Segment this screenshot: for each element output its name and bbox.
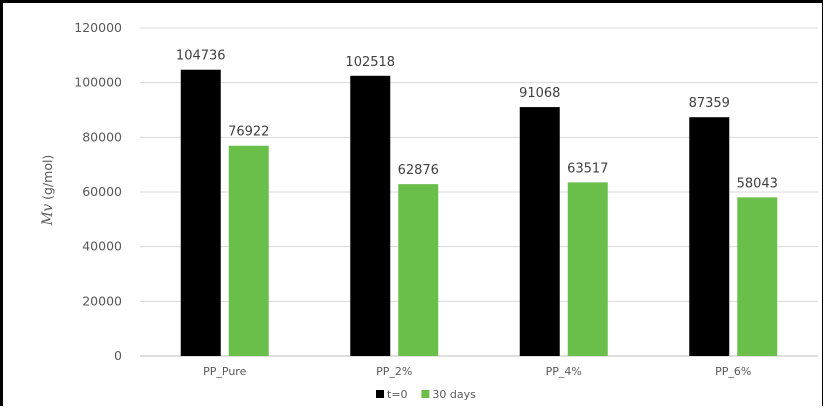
data-label: 63517: [567, 161, 608, 176]
legend-label: 30 days: [432, 388, 476, 401]
y-axis-label-unit: (g/mol): [40, 155, 55, 204]
bar: [567, 182, 608, 356]
y-tick-label: 100000: [74, 75, 122, 90]
data-label: 102518: [345, 55, 395, 70]
data-label: 87359: [689, 96, 730, 111]
data-label: 76922: [228, 125, 269, 140]
category-label: PP_Pure: [203, 365, 246, 378]
y-tick-label: 80000: [82, 129, 122, 144]
bars: [180, 69, 778, 357]
category-label: PP_6%: [715, 365, 751, 378]
y-tick-label: 40000: [82, 239, 122, 254]
legend: t=0 30 days: [376, 388, 476, 401]
category-labels: PP_Pure PP_2% PP_4% PP_6%: [203, 365, 751, 378]
category-label: PP_4%: [546, 365, 582, 378]
bar: [228, 145, 269, 356]
bar: [519, 107, 560, 356]
data-label: 91068: [519, 86, 560, 101]
data-label: 58043: [737, 176, 778, 191]
data-label: 62876: [398, 163, 439, 178]
bar: [180, 69, 221, 356]
bar: [350, 75, 391, 357]
bar: [689, 117, 730, 356]
y-axis-label: Mv (g/mol): [40, 155, 56, 227]
y-tick-label: 60000: [82, 184, 122, 199]
y-tick-label: 20000: [82, 293, 122, 308]
bar: [398, 184, 439, 356]
data-label: 104736: [176, 49, 226, 64]
y-axis-label-variable: Mv: [40, 203, 56, 226]
bar: [737, 197, 778, 356]
data-labels: 104736 76922 102518 62876 91068 63517 87359 580…: [176, 49, 778, 192]
legend-label: t=0: [387, 388, 408, 401]
legend-swatch: [421, 390, 430, 398]
y-tick-label: 0: [114, 348, 122, 363]
category-label: PP_2%: [376, 365, 412, 378]
y-tick-label: 120000: [74, 20, 122, 35]
legend-swatch: [376, 390, 384, 398]
y-axis-ticks: 0 20000 40000 60000 80000 100000 120000: [74, 20, 122, 363]
